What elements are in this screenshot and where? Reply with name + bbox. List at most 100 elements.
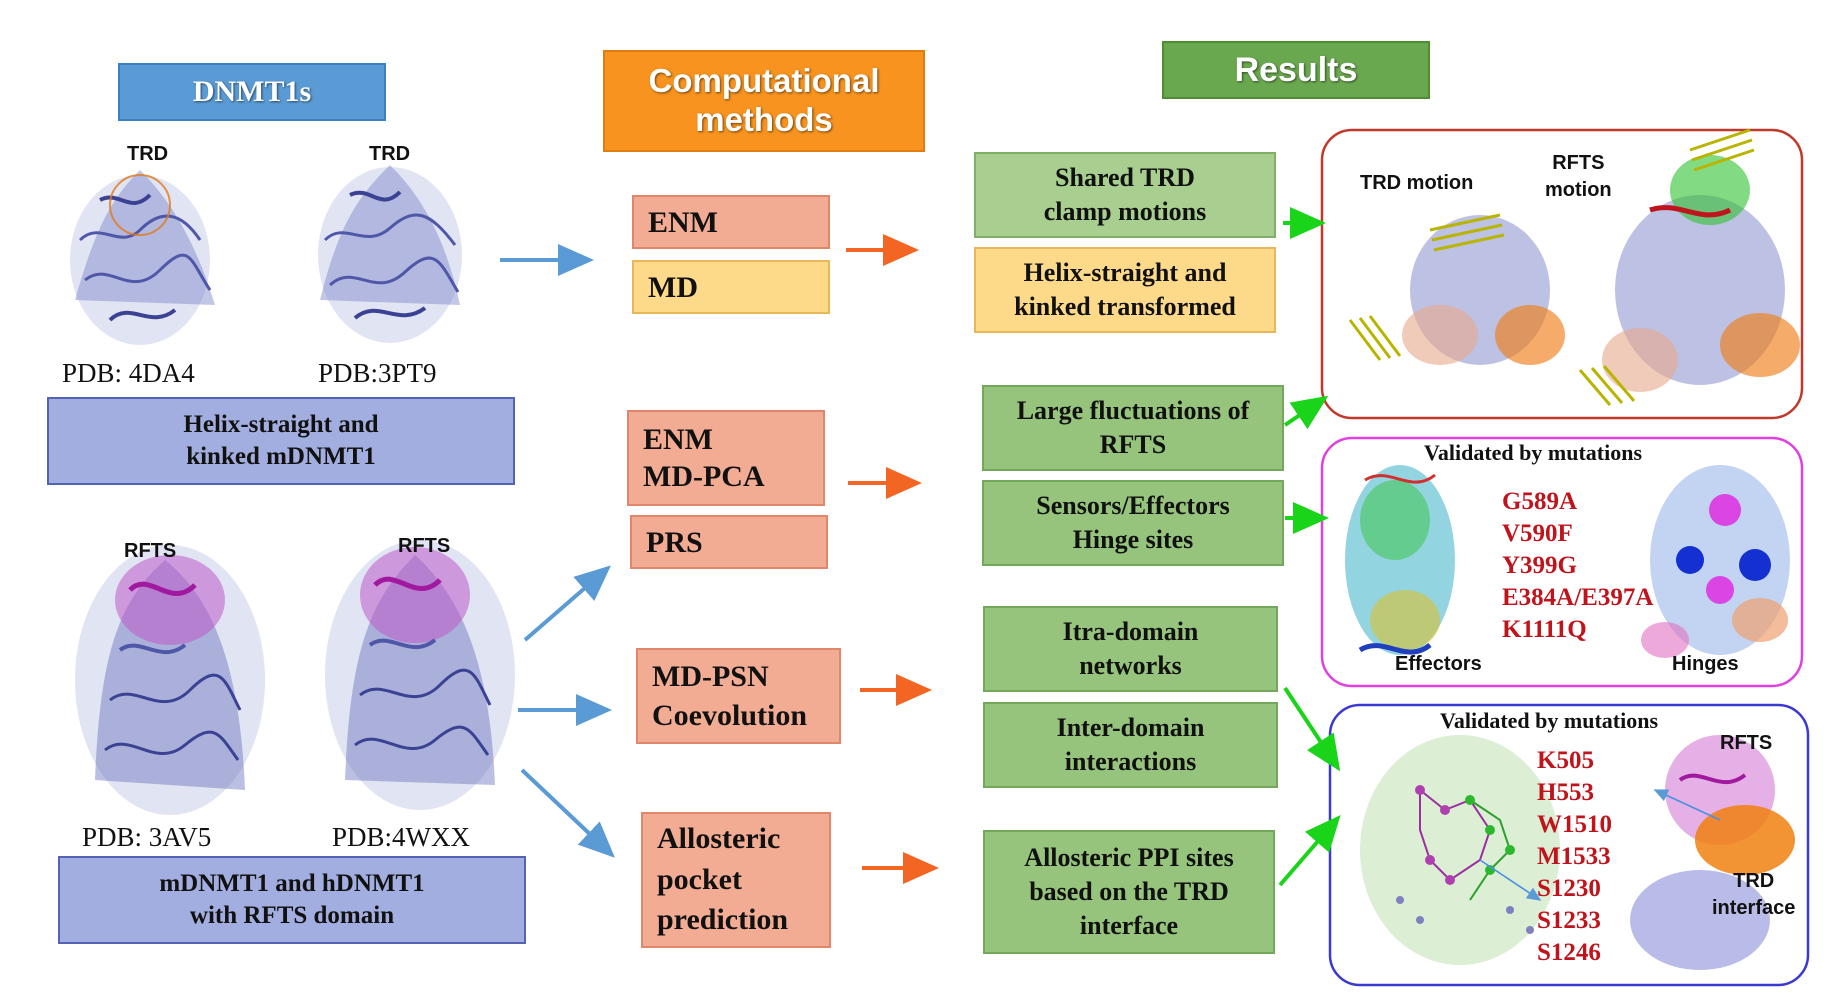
- result-sensors-effectors: Sensors/Effectors Hinge sites: [982, 480, 1284, 566]
- allosteric-line2: pocket: [657, 862, 742, 896]
- allosteric-line1: Allosteric: [657, 822, 781, 856]
- arrow-itra-to-panel: [1283, 686, 1341, 772]
- method-md: MD: [632, 260, 830, 314]
- trd-label-3pt9: TRD: [369, 143, 411, 165]
- mutation-1-item: K1111Q: [1502, 616, 1587, 643]
- method-prs: PRS: [630, 515, 828, 569]
- effectors-structure: [1345, 465, 1455, 655]
- inter-line1: Inter-domain: [1056, 713, 1205, 743]
- inter-line2: interactions: [1064, 747, 1197, 776]
- ppi-line3: interface: [1079, 910, 1179, 940]
- mutation-1-item: G589A: [1502, 488, 1577, 515]
- trd-interface-label: TRD interface: [1712, 868, 1795, 922]
- rfts-motion-line2: motion: [1545, 179, 1612, 201]
- dnmt1s-header: DNMT1s: [118, 63, 386, 121]
- large-fluct-line2: RFTS: [1099, 430, 1167, 459]
- method-mdpsn-coevolution: MD-PSN Coevolution: [636, 648, 841, 744]
- mdpsn-line2: Coevolution: [652, 699, 808, 732]
- mutation-2-item: H553: [1537, 779, 1594, 806]
- mutation-2-item: S1233: [1537, 907, 1601, 934]
- result-helix-transformed: Helix-straight and kinked transformed: [974, 247, 1276, 333]
- ppi-line2: based on the TRD: [1029, 877, 1229, 907]
- hinges-structure: [1641, 465, 1790, 658]
- trd-motion-label: TRD motion: [1360, 172, 1474, 194]
- mutation-pointer-left: [1479, 859, 1542, 901]
- rfts-trd-interface-structure: [1630, 735, 1795, 970]
- mutation-panel-2-title: Validated by mutations: [1440, 708, 1659, 733]
- sensors-line1: Sensors/Effectors: [1036, 491, 1230, 521]
- helix-transformed-line1: Helix-straight and: [1023, 258, 1227, 288]
- arrow-structures-to-enm-pca: [523, 565, 612, 642]
- itra-line2: networks: [1079, 651, 1182, 680]
- mutation-panel-1-title: Validated by mutations: [1424, 440, 1643, 465]
- rfts-motion-structure: [1578, 128, 1800, 406]
- arrow-large-fluct-to-panel: [1283, 395, 1329, 430]
- mutation-list-2: K505 H553 W1510 M1533 S1230 S1233 S1246: [1537, 745, 1612, 969]
- method-enm-mdpca: ENM MD-PCA: [627, 410, 825, 506]
- protein-structure-4da4: [70, 170, 215, 345]
- motion-panel-frame: [1320, 128, 1804, 420]
- helix-mdnmt1-box: Helix-straight and kinked mDNMT1: [47, 397, 515, 485]
- mutation-panel-1-frame: [1320, 436, 1804, 688]
- rfts-label-3av5: RFTS: [124, 540, 177, 562]
- computational-header-line2: methods: [695, 101, 833, 138]
- mutation-2-item: S1230: [1537, 875, 1601, 902]
- rfts-box-line2: with RFTS domain: [189, 902, 395, 929]
- protein-structure-3pt9: [318, 165, 462, 343]
- itra-line1: Itra-domain: [1062, 617, 1199, 647]
- effectors-label: Effectors: [1395, 653, 1482, 675]
- mutation-1-item: E384A/E397A: [1502, 584, 1654, 611]
- rfts-box-line1: mDNMT1 and hDNMT1: [159, 869, 425, 897]
- enm-mdpca-line1: ENM: [643, 422, 713, 456]
- helix-transformed-line2: kinked transformed: [1014, 292, 1236, 321]
- sensors-line2: Hinge sites: [1072, 525, 1194, 554]
- allosteric-line3: prediction: [657, 903, 789, 937]
- mutation-list-1: G589A V590F Y399G E384A/E397A K1111Q: [1502, 486, 1653, 646]
- shared-trd-line1: Shared TRD: [1055, 163, 1195, 193]
- rfts-motion-label: RFTS motion: [1545, 150, 1612, 204]
- trd-label-4da4: TRD: [127, 143, 169, 165]
- rfts-panel-label: RFTS: [1720, 732, 1773, 754]
- pdb-label-4wxx: PDB:4WXX: [332, 822, 471, 852]
- method-enm: ENM: [632, 195, 830, 249]
- trd-interface-line1: TRD: [1733, 870, 1775, 892]
- result-large-fluctuations: Large fluctuations of RFTS: [982, 385, 1284, 471]
- trd-interface-line2: interface: [1712, 897, 1796, 919]
- computational-methods-header: Computational methods: [603, 50, 925, 152]
- mutation-pointer-right: [1653, 789, 1721, 821]
- rfts-domain-box: mDNMT1 and hDNMT1 with RFTS domain: [58, 856, 526, 944]
- mutation-2-item: M1533: [1537, 843, 1611, 870]
- mdpsn-line1: MD-PSN: [652, 660, 769, 693]
- shared-trd-line2: clamp motions: [1043, 197, 1207, 226]
- hinges-label: Hinges: [1672, 653, 1739, 675]
- result-shared-trd: Shared TRD clamp motions: [974, 152, 1276, 238]
- mutation-1-item: Y399G: [1502, 552, 1577, 579]
- rfts-motion-line1: RFTS: [1552, 152, 1605, 174]
- enm-mdpca-line2: MD-PCA: [643, 460, 765, 493]
- rfts-label-4wxx: RFTS: [398, 535, 451, 557]
- mutation-2-item: K505: [1537, 747, 1594, 774]
- mutation-1-item: V590F: [1502, 520, 1573, 547]
- pdb-label-4da4: PDB: 4DA4: [62, 358, 195, 388]
- result-allosteric-ppi: Allosteric PPI sites based on the TRD in…: [983, 830, 1275, 954]
- protein-structure-3av5: [75, 545, 265, 815]
- protein-structure-4wxx: [325, 540, 515, 810]
- mutation-2-item: W1510: [1537, 811, 1612, 838]
- helix-box-line2: kinked mDNMT1: [186, 443, 376, 470]
- large-fluct-line1: Large fluctuations of: [1016, 396, 1250, 426]
- results-header: Results: [1162, 41, 1430, 99]
- computational-header-line1: Computational: [648, 62, 880, 100]
- psn-network-structure: [1360, 735, 1560, 965]
- arrow-structures-to-allosteric: [520, 768, 615, 858]
- helix-box-line1: Helix-straight and: [183, 410, 379, 438]
- pdb-label-3av5: PDB: 3AV5: [82, 822, 212, 852]
- trd-motion-structure: [1348, 213, 1565, 365]
- arrow-ppi-to-panel: [1278, 814, 1341, 887]
- result-inter-domain: Inter-domain interactions: [983, 702, 1278, 788]
- ppi-line1: Allosteric PPI sites: [1024, 843, 1234, 873]
- pdb-label-3pt9: PDB:3PT9: [318, 358, 437, 388]
- mutation-2-item: S1246: [1537, 939, 1601, 966]
- result-itra-domain: Itra-domain networks: [983, 606, 1278, 692]
- method-allosteric-pocket: Allosteric pocket prediction: [641, 812, 831, 948]
